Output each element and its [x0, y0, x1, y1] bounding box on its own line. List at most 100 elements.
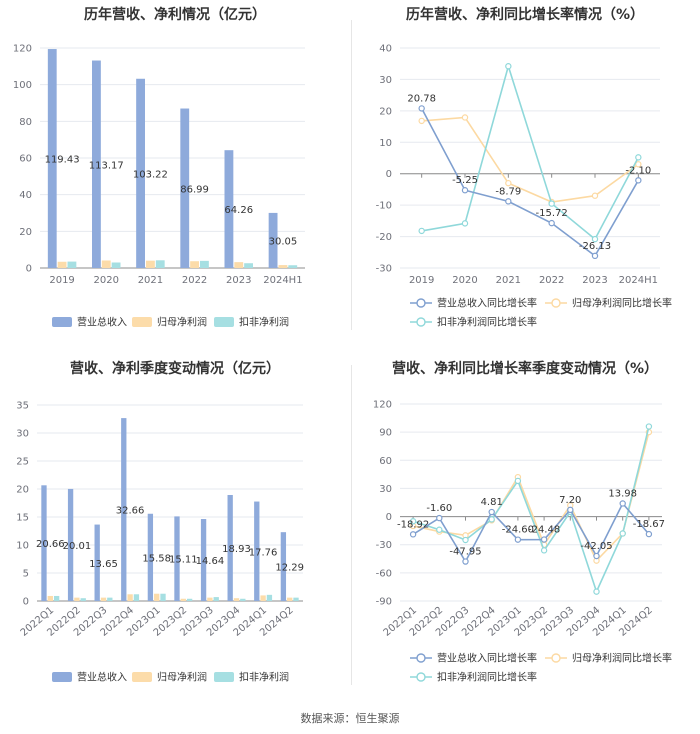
- bar: [107, 597, 113, 601]
- data-point: [462, 558, 469, 565]
- bar: [147, 513, 154, 601]
- data-point: [591, 252, 599, 260]
- data-point: [548, 219, 555, 227]
- y-tick-label: 10: [379, 138, 392, 149]
- bar: [207, 597, 213, 601]
- data-point: [593, 588, 600, 595]
- bar: [100, 597, 107, 601]
- legend-label: 归母净利润: [157, 671, 207, 684]
- data-point: [619, 530, 626, 537]
- data-point: [514, 536, 522, 543]
- legend-marker: [416, 653, 426, 663]
- bar: [80, 598, 86, 601]
- legend-swatch: [132, 672, 152, 682]
- data-point: [461, 187, 469, 194]
- chart-title: 历年营收、净利情况（亿元）: [84, 7, 266, 23]
- data-label: 32.66: [116, 506, 145, 517]
- chart-annual-revenue-profit: 历年营收、净利情况（亿元） 0 20 40 60 80 100 120 2019 2020 202…: [0, 0, 350, 350]
- legend-label: 扣非净利润: [239, 316, 289, 329]
- data-label: -42.05: [580, 541, 612, 552]
- legend-swatch: [52, 672, 72, 682]
- data-label: 14.64: [196, 556, 225, 567]
- bar: [101, 260, 111, 268]
- y-tick-label: 20: [16, 485, 29, 496]
- vertical-divider: [351, 365, 352, 685]
- bar: [127, 594, 133, 601]
- y-tick-label: -10: [376, 201, 392, 212]
- bar: [200, 519, 207, 601]
- data-point: [540, 547, 548, 554]
- data-point: [645, 423, 653, 430]
- y-tick-label: 100: [13, 80, 32, 91]
- y-tick-label: 0: [386, 169, 392, 180]
- legend-label: 归母净利润同比增长率: [572, 297, 672, 310]
- y-tick-label: 0: [386, 512, 392, 523]
- y-tick-label: 10: [16, 541, 29, 552]
- data-label: 119.43: [45, 155, 80, 166]
- data-source-note: 数据来源：恒生聚源: [300, 712, 400, 725]
- data-point: [488, 516, 495, 523]
- bar: [180, 598, 186, 601]
- bar: [213, 597, 219, 601]
- legend-swatch: [52, 317, 72, 327]
- bar: [133, 594, 140, 601]
- x-tick-label: 2023: [226, 275, 251, 286]
- x-tick-label: 2019: [49, 275, 74, 286]
- bar: [233, 598, 240, 601]
- bar: [190, 261, 199, 268]
- series-line: [421, 116, 639, 203]
- data-point: [409, 518, 417, 525]
- data-label: -2.10: [625, 165, 651, 176]
- data-label: 113.17: [89, 160, 124, 171]
- bar: [224, 150, 234, 268]
- data-label: 20.01: [63, 541, 92, 552]
- legend-label: 营业总收入: [77, 316, 127, 329]
- data-label: 18.93: [222, 544, 251, 555]
- vertical-divider: [351, 20, 352, 330]
- data-label: 12.29: [275, 563, 304, 574]
- x-tick-label: 2021: [496, 275, 521, 286]
- bar: [94, 524, 100, 601]
- y-tick-label: 90: [379, 428, 392, 439]
- legend-marker: [551, 653, 561, 663]
- series-line: [420, 108, 640, 258]
- data-label: -24.48: [528, 525, 560, 536]
- y-tick-label: 30: [379, 75, 392, 86]
- bar: [186, 598, 193, 601]
- y-tick-label: -90: [376, 597, 392, 608]
- bar: [266, 594, 273, 601]
- chart-title: 历年营收、净利同比增长率情况（%）: [405, 7, 645, 23]
- data-label: 7.20: [559, 495, 581, 506]
- legend-label: 归母净利润同比增长率: [572, 652, 672, 665]
- x-tick-label: 2020: [452, 275, 477, 286]
- y-tick-label: 80: [19, 117, 32, 128]
- bar: [287, 597, 293, 601]
- bar: [41, 485, 47, 601]
- legend-marker: [416, 298, 426, 308]
- y-tick-label: 60: [379, 456, 392, 467]
- bar: [146, 260, 155, 268]
- y-tick-label: 30: [16, 429, 29, 440]
- data-point: [591, 192, 599, 199]
- data-label: -18.67: [633, 519, 665, 530]
- x-tick-label: 2022: [182, 275, 207, 286]
- bar: [67, 488, 74, 601]
- data-point: [436, 514, 443, 522]
- x-tick-label: 2024H1: [263, 275, 302, 286]
- y-tick-label: 35: [16, 401, 29, 412]
- bar: [155, 260, 165, 268]
- data-label: 15.58: [142, 553, 171, 564]
- data-point: [635, 177, 642, 184]
- x-tick-label: 2019: [409, 275, 434, 286]
- data-point: [645, 530, 653, 538]
- data-point: [514, 477, 522, 485]
- y-tick-label: 0: [26, 264, 32, 275]
- data-point: [461, 114, 469, 121]
- data-label: -24.60: [502, 525, 534, 536]
- data-point: [548, 200, 555, 207]
- chart-title: 营收、净利同比增长率季度变动情况（%）: [391, 361, 659, 377]
- data-point: [461, 220, 469, 227]
- data-label: 86.99: [180, 184, 209, 195]
- legend-swatch: [214, 317, 234, 327]
- x-tick-label: 2023: [582, 275, 607, 286]
